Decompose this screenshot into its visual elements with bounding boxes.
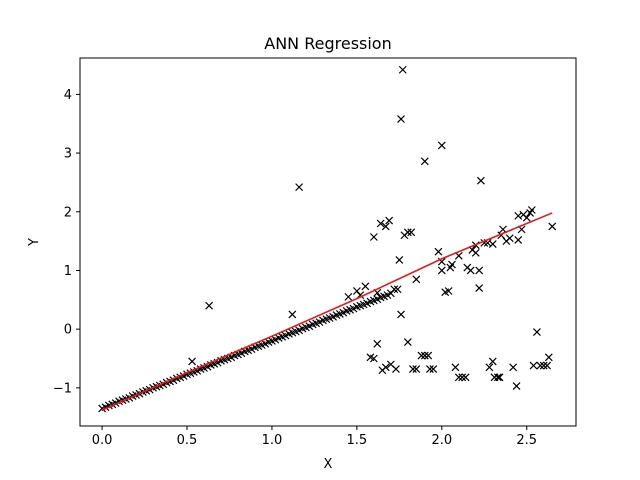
data-point [288, 310, 297, 319]
data-point [403, 228, 412, 237]
data-point [485, 363, 494, 372]
data-point [495, 373, 504, 382]
data-point [544, 353, 553, 362]
data-point [522, 213, 531, 222]
plot-frame [79, 57, 577, 427]
data-point [437, 141, 446, 150]
data-point [471, 248, 480, 257]
data-point [514, 236, 523, 244]
x-tick-label: 2.0 [431, 433, 452, 448]
data-point [461, 373, 470, 382]
data-point [425, 365, 434, 373]
data-point [505, 234, 514, 243]
data-point [397, 115, 405, 123]
x-axis-label: X [324, 457, 333, 472]
data-point [548, 222, 557, 231]
data-point [536, 361, 545, 370]
data-point [373, 339, 382, 348]
data-point [475, 266, 484, 275]
data-point [295, 183, 304, 192]
data-point [385, 216, 394, 225]
data-point [533, 328, 541, 337]
data-point [488, 240, 497, 248]
data-point [543, 361, 552, 370]
data-point [458, 373, 467, 382]
data-point [539, 361, 548, 370]
data-point [409, 365, 417, 373]
data-point [488, 357, 497, 366]
data-point [527, 206, 536, 214]
x-tick-label: 0.0 [92, 433, 113, 448]
data-point [434, 247, 443, 256]
data-point [369, 354, 378, 363]
data-point [529, 361, 538, 370]
data-point [512, 382, 521, 391]
data-point [361, 282, 370, 291]
data-point [369, 233, 378, 241]
data-point [381, 363, 390, 372]
scatter-series [98, 65, 557, 413]
data-point [398, 65, 407, 74]
data-point [407, 228, 416, 237]
data-point [475, 284, 484, 292]
y-tick-label: 0 [64, 323, 72, 338]
y-tick-label: −1 [53, 381, 72, 396]
data-point [437, 266, 446, 275]
data-point [205, 301, 214, 310]
data-point [344, 292, 353, 301]
data-point [509, 363, 518, 372]
data-point [420, 351, 429, 360]
data-point [454, 373, 463, 382]
chart-title: ANN Regression [264, 34, 391, 53]
data-point [444, 287, 453, 295]
data-point [403, 338, 412, 346]
x-tick-label: 1.0 [262, 433, 283, 448]
data-point [424, 351, 433, 360]
data-point [188, 357, 197, 366]
data-point [476, 176, 485, 185]
plot-layer: 0.0 0.5 1.0 1.5 2.0 2.5 −1 0 1 2 3 4 [53, 65, 557, 448]
data-point [429, 365, 438, 373]
y-tick-label: 2 [64, 205, 72, 220]
data-point [451, 363, 460, 372]
data-point [397, 310, 405, 319]
y-axis-label: Y [27, 238, 42, 247]
y-tick-label: 3 [64, 147, 72, 162]
x-tick-label: 1.5 [347, 433, 368, 448]
data-point [393, 285, 402, 294]
data-point [392, 365, 400, 373]
y-tick-label: 1 [64, 264, 72, 279]
y-tick-label: 4 [64, 88, 72, 103]
data-point [390, 285, 399, 294]
x-tick-label: 0.5 [177, 433, 198, 448]
data-point [420, 157, 429, 166]
data-point [412, 275, 421, 284]
data-point [412, 365, 421, 373]
data-point [395, 255, 404, 264]
data-point [493, 373, 502, 382]
data-point [376, 219, 385, 228]
data-point [466, 266, 475, 275]
regression-line [101, 212, 553, 411]
data-point [417, 351, 426, 360]
data-point [381, 222, 390, 231]
x-tick-label: 2.5 [516, 433, 537, 448]
data-point [448, 260, 456, 269]
